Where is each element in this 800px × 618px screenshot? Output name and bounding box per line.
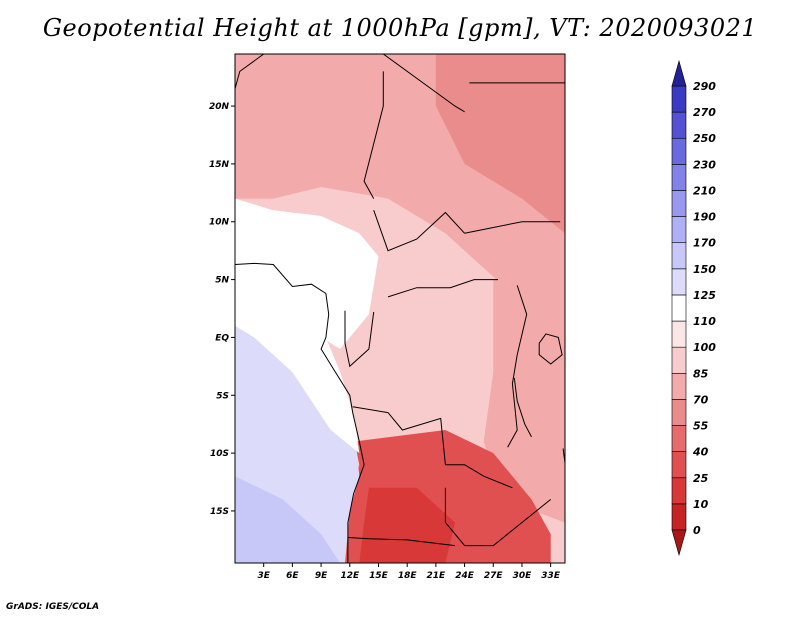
y-tick-label: 5S bbox=[216, 391, 229, 401]
border-chad-car bbox=[373, 210, 465, 252]
colorbar-swatch bbox=[671, 425, 687, 452]
y-tick-label: 20N bbox=[209, 102, 230, 112]
y-tick-label: 10N bbox=[209, 218, 230, 228]
colorbar-swatch bbox=[671, 320, 687, 348]
colorbar-swatch bbox=[671, 346, 687, 374]
lake-malawi bbox=[562, 448, 565, 467]
colorbar-label: 150 bbox=[693, 263, 716, 276]
colorbar-swatch bbox=[671, 190, 687, 217]
colorbar-label: 10 bbox=[693, 498, 709, 511]
map-frame bbox=[234, 53, 566, 564]
x-tick-label: 18E bbox=[398, 571, 418, 581]
x-tick-label: 9E bbox=[315, 571, 328, 581]
map-area bbox=[235, 54, 565, 563]
y-tick-label: 15N bbox=[209, 160, 230, 170]
lake-victoria bbox=[538, 333, 563, 365]
border-drc-east bbox=[507, 285, 528, 448]
y-tick-label: 15S bbox=[210, 507, 229, 517]
border-gabon-congo bbox=[344, 310, 375, 368]
x-tick-label: 21E bbox=[427, 571, 447, 581]
colorbar-label: 0 bbox=[693, 524, 701, 537]
footer-credit: GrADS: IGES/COLA bbox=[6, 602, 100, 612]
border-car-drc bbox=[387, 279, 498, 298]
colorbar-swatch bbox=[671, 164, 687, 191]
colorbar-label: 210 bbox=[693, 184, 716, 197]
border-sahara bbox=[235, 54, 264, 89]
colorbar-swatch bbox=[671, 137, 687, 165]
x-tick-label: 3E bbox=[257, 571, 270, 581]
colorbar-label: 250 bbox=[693, 132, 716, 145]
x-tick-label: 12E bbox=[340, 571, 360, 581]
border-sudan-south bbox=[464, 221, 561, 234]
colorbar-label: 85 bbox=[693, 367, 709, 380]
lake-tanganyika bbox=[513, 377, 532, 438]
border-chad-libya bbox=[383, 54, 465, 113]
colorbar-label: 270 bbox=[693, 106, 716, 119]
x-tick-label: 6E bbox=[286, 571, 299, 581]
colorbar-label: 40 bbox=[692, 446, 709, 459]
colorbar-swatch bbox=[671, 294, 687, 322]
colorbar-label: 190 bbox=[693, 211, 716, 224]
colorbar-swatch bbox=[671, 85, 687, 113]
y-tick-label: 5N bbox=[215, 276, 229, 286]
border-drc-south bbox=[352, 406, 513, 489]
field-sudan-east bbox=[435, 54, 565, 234]
colorbar-swatch bbox=[671, 242, 687, 270]
y-tick-label: EQ bbox=[215, 333, 229, 343]
colorbar-label: 70 bbox=[693, 393, 709, 406]
x-tick-label: 15E bbox=[369, 571, 389, 581]
field-south-atlantic-far bbox=[235, 476, 341, 563]
field-gulf-of-guinea-coast bbox=[235, 198, 379, 349]
coastline bbox=[235, 262, 365, 563]
colorbar-swatch bbox=[671, 268, 687, 296]
border-zambia bbox=[444, 487, 552, 547]
colorbar-label: 290 bbox=[693, 80, 716, 93]
colorbar-max-triangle bbox=[671, 59, 687, 87]
colorbar-label: 25 bbox=[693, 472, 709, 485]
colorbar-swatch bbox=[671, 399, 687, 426]
colorbar-swatch bbox=[671, 372, 687, 400]
colorbar: 0 10 25 40 55 70 85 100 110 125 150 170 190 210 230 250… bbox=[671, 59, 716, 557]
colorbar-swatch bbox=[671, 451, 687, 479]
colorbar-min-triangle bbox=[671, 529, 687, 557]
field-kalahari bbox=[359, 487, 455, 563]
field-ocean-white bbox=[235, 291, 360, 454]
y-tick-label: 10S bbox=[210, 449, 229, 459]
colorbar-label: 170 bbox=[693, 237, 716, 250]
colorbar-swatch bbox=[671, 503, 687, 531]
border-angola-namibia bbox=[347, 537, 456, 547]
border-niger-chad bbox=[363, 71, 384, 199]
colorbar-label: 110 bbox=[693, 315, 716, 328]
colorbar-label: 100 bbox=[693, 341, 716, 354]
x-axis: 3E 6E 9E 12E 15E 18E 21E 24E 27E 30E 33E bbox=[257, 563, 561, 581]
colorbar-swatch bbox=[671, 477, 687, 505]
x-tick-label: 24E bbox=[455, 571, 475, 581]
x-tick-label: 27E bbox=[484, 571, 504, 581]
y-axis: 20N 15N 10N 5N EQ 5S 10S 15S bbox=[209, 102, 235, 517]
x-tick-label: 33E bbox=[541, 571, 561, 581]
colorbar-swatch bbox=[671, 216, 687, 244]
colorbar-label: 125 bbox=[693, 289, 716, 302]
chart-title: Geopotential Height at 1000hPa [gpm], VT… bbox=[42, 14, 758, 42]
colorbar-label: 55 bbox=[693, 420, 709, 433]
x-tick-label: 30E bbox=[513, 571, 533, 581]
field-east-africa bbox=[483, 279, 565, 523]
colorbar-swatch bbox=[671, 111, 687, 139]
colorbar-label: 230 bbox=[693, 158, 716, 171]
